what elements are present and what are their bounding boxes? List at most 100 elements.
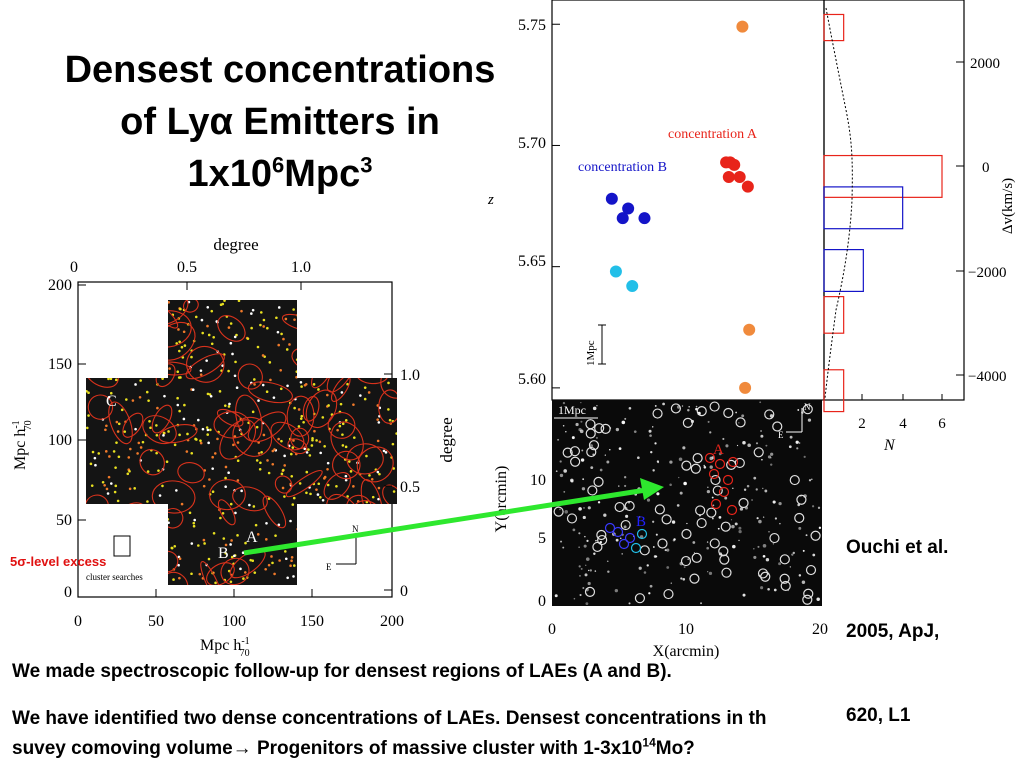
star (817, 506, 821, 509)
lae-dot (279, 387, 283, 391)
lae-dot (151, 536, 154, 539)
lae-dot (190, 355, 193, 359)
lae-dot (344, 445, 348, 449)
lae-dot (392, 580, 396, 584)
lae-dot (323, 444, 326, 448)
star (652, 469, 655, 472)
sky-marker-a: A (713, 442, 724, 458)
star (768, 531, 770, 533)
lae-dot (255, 459, 259, 462)
star (628, 602, 631, 605)
star (619, 537, 622, 540)
density-contour (360, 300, 385, 331)
lae-dot (113, 338, 117, 342)
lae-dot (128, 327, 131, 330)
lae-candidate-circle (569, 446, 581, 457)
star (666, 566, 670, 569)
concentration-a-point (728, 158, 741, 171)
lae-dot (103, 549, 107, 553)
concentration-a-point (733, 170, 746, 183)
lae-dot (382, 525, 385, 528)
concentration-a-circle (708, 468, 720, 480)
star (707, 571, 709, 573)
density-contour (354, 323, 373, 343)
star (722, 437, 725, 440)
star (637, 456, 640, 460)
lae-dot (344, 419, 348, 422)
lae-dot (365, 350, 368, 353)
lae-dot (284, 550, 287, 553)
lae-dot (377, 574, 380, 578)
lae-candidate-circle (696, 406, 707, 417)
star (669, 460, 673, 464)
lae-dot (321, 416, 325, 419)
lae-candidate-circle (689, 573, 700, 584)
lae-dot (183, 344, 187, 347)
star (765, 557, 770, 562)
lae-dot (283, 495, 286, 498)
star (607, 570, 610, 573)
lae-dot (307, 368, 310, 372)
lae-candidate-circle (709, 538, 720, 549)
lae-dot (384, 517, 388, 521)
lae-dot (109, 377, 113, 381)
lae-dot (230, 555, 234, 559)
lae-dot (127, 366, 130, 370)
density-contour (237, 363, 263, 390)
lae-dot (229, 543, 232, 546)
citation: Ouchi et al. 2005, ApJ, 620, L1 (846, 478, 948, 758)
star (770, 463, 773, 466)
lae-dot (268, 361, 272, 364)
star (772, 500, 776, 504)
density-contour (122, 412, 144, 438)
lae-dot (299, 417, 303, 420)
density-contour (213, 411, 251, 439)
star (580, 458, 585, 462)
lae-dot (123, 430, 127, 433)
lae-dot (240, 489, 243, 493)
lae-candidate-circle (769, 532, 780, 544)
lae-dot (267, 471, 271, 475)
lae-dot (108, 455, 111, 458)
lae-dot (317, 513, 320, 517)
lae-dot (175, 489, 178, 492)
lae-dot (299, 381, 303, 384)
lae-dot (292, 308, 295, 311)
star (646, 498, 651, 502)
lae-dot (289, 564, 292, 567)
lae-dot (157, 469, 160, 472)
density-contour (120, 533, 137, 547)
lae-dot (104, 428, 107, 432)
svg-text:1Mpc: 1Mpc (585, 340, 597, 366)
lae-dot (350, 326, 354, 329)
lae-dot (198, 572, 202, 576)
lae-dot (338, 424, 342, 428)
star (582, 587, 585, 590)
lae-dot (155, 424, 158, 427)
star (678, 457, 683, 461)
lae-dot (180, 345, 184, 349)
star (682, 577, 686, 581)
star (703, 466, 707, 469)
star (731, 524, 735, 529)
lae-dot (178, 340, 181, 344)
lae-dot (331, 301, 335, 304)
star (575, 422, 579, 427)
lae-dot (340, 529, 343, 533)
lae-dot (140, 369, 144, 372)
concentration-b-point (609, 265, 622, 278)
lae-dot (261, 354, 265, 357)
lae-dot (326, 467, 329, 471)
lae-dot (111, 348, 115, 352)
lae-dot (207, 441, 210, 445)
n-tick: 6 (938, 416, 946, 432)
lae-dot (311, 437, 314, 440)
star (594, 570, 597, 572)
lae-dot (167, 430, 170, 433)
star (692, 541, 696, 544)
star (662, 402, 665, 406)
lae-dot (368, 474, 371, 477)
star (695, 405, 698, 408)
lae-dot (305, 491, 308, 495)
lae-dot (117, 455, 121, 459)
